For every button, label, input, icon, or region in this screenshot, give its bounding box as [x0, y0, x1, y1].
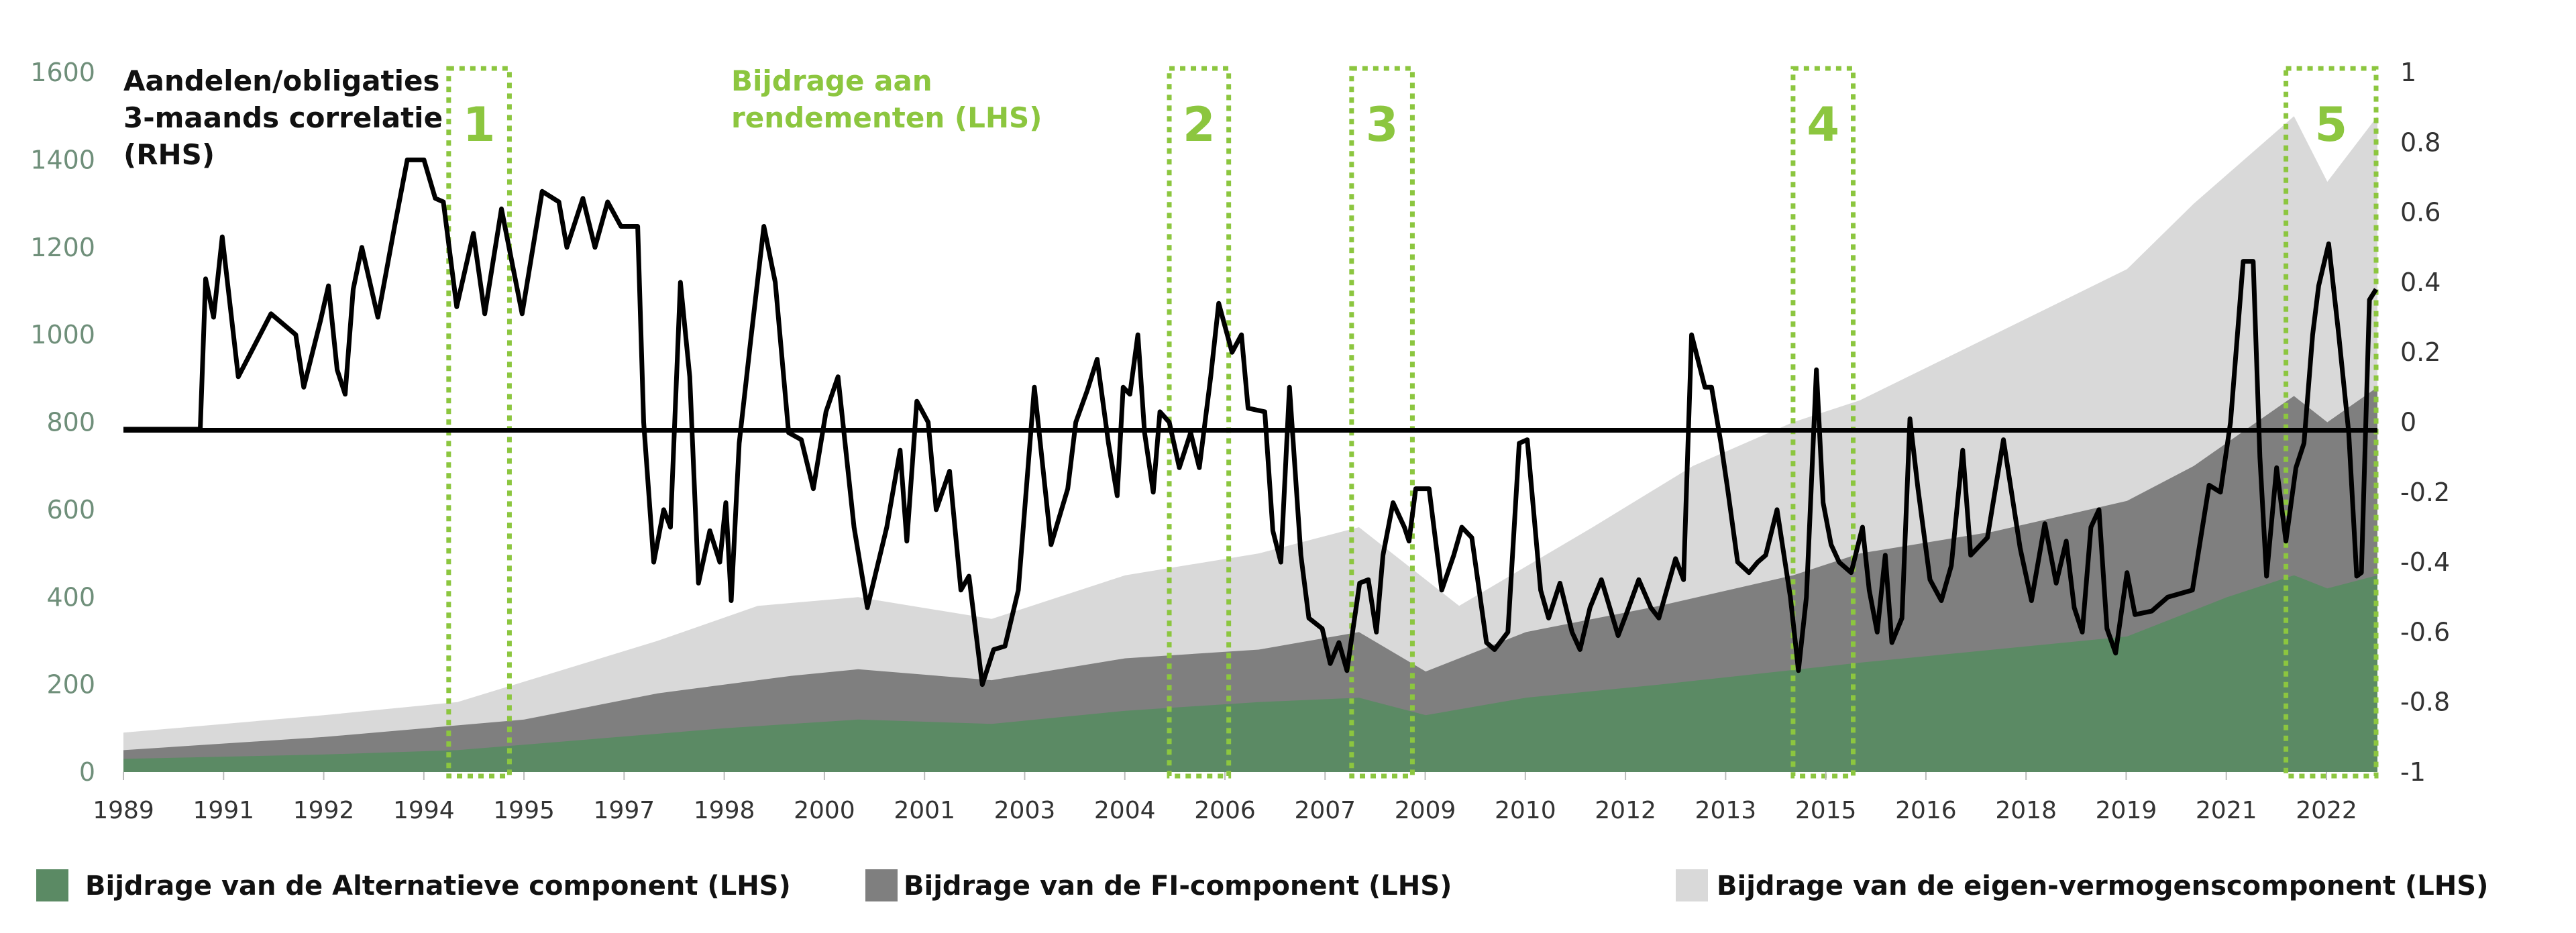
x-tick-label: 2013: [1695, 797, 1757, 824]
legend-label-fi: Bijdrage van de FI-component (LHS): [904, 871, 1452, 901]
legend-swatch-fi: [865, 869, 898, 901]
right-tick-label: 0: [2400, 408, 2416, 437]
left-axis-ticks: 0 200 400 600 800 1000 1200 1400 1600: [30, 58, 95, 787]
x-tick-label: 2015: [1795, 797, 1857, 824]
highlight-label-1: 1: [463, 97, 496, 152]
right-tick-label: 0.8: [2400, 127, 2440, 157]
legend: Bijdrage van de Alternatieve component (…: [36, 869, 2488, 901]
lhs-title-line: rendementen (LHS): [731, 101, 1042, 134]
x-tick-label: 2010: [1495, 797, 1556, 824]
left-tick-label: 1400: [30, 145, 95, 174]
x-tick-label: 2001: [894, 797, 955, 824]
x-tick-label: 2016: [1895, 797, 1957, 824]
stacked-areas: [123, 116, 2377, 772]
left-tick-label: 600: [46, 495, 95, 525]
rhs-title-line: 3-maands correlatie: [123, 101, 443, 134]
right-tick-label: 1: [2400, 58, 2416, 87]
correlation-line: [123, 157, 2378, 688]
right-tick-label: -0.2: [2400, 478, 2450, 507]
highlight-label-4: 4: [1807, 97, 1839, 152]
x-tick-label: 1994: [393, 797, 455, 824]
x-tick-label: 1995: [493, 797, 555, 824]
right-tick-label: 0.2: [2400, 337, 2440, 367]
x-tick-label: 1998: [694, 797, 755, 824]
right-tick-label: 0.4: [2400, 268, 2440, 297]
x-tick-label: 1989: [93, 797, 154, 824]
left-tick-label: 1000: [30, 320, 95, 349]
x-tick-label: 1992: [293, 797, 355, 824]
left-tick-label: 0: [79, 757, 95, 787]
right-axis-ticks: -1 -0.8 -0.6 -0.4 -0.2 0 0.2 0.4 0.6 0.8 1: [2400, 58, 2450, 787]
highlight-box-3: [1349, 66, 1415, 779]
x-tick-label: 1997: [594, 797, 655, 824]
x-tick-label: 2000: [794, 797, 855, 824]
highlight-label-3: 3: [1366, 97, 1399, 152]
highlight-label-2: 2: [1183, 97, 1216, 152]
x-tick-label: 2004: [1094, 797, 1156, 824]
highlight-box-5: [2284, 66, 2379, 779]
right-tick-label: -0.8: [2400, 688, 2450, 717]
highlight-box-2: [1167, 66, 1232, 779]
x-axis-ticks: 1989 1991 1992 1994 1995 1997 1998 2000 2001 2003…: [93, 772, 2357, 824]
highlight-box-1: [446, 66, 512, 779]
legend-swatch-alt: [36, 869, 68, 901]
left-tick-label: 1200: [30, 233, 95, 262]
x-tick-label: 1991: [193, 797, 254, 824]
highlight-boxes: 1 2 3 4 5: [446, 66, 2379, 779]
left-tick-label: 200: [46, 670, 95, 700]
right-tick-label: -0.4: [2400, 547, 2450, 577]
x-tick-label: 2022: [2296, 797, 2357, 824]
left-tick-label: 1600: [30, 58, 95, 87]
right-tick-label: 0.6: [2400, 198, 2440, 227]
lhs-title-line: Bijdrage aan: [731, 64, 932, 97]
rhs-title: Aandelen/obligaties 3-maands correlatie …: [123, 64, 443, 171]
legend-label-alt: Bijdrage van de Alternatieve component (…: [85, 871, 791, 901]
legend-label-eq: Bijdrage van de eigen-vermogenscomponent…: [1717, 871, 2488, 901]
left-tick-label: 400: [46, 582, 95, 612]
area-alt: [123, 575, 2377, 772]
left-tick-label: 800: [46, 408, 95, 437]
rhs-title-line: Aandelen/obligaties: [123, 64, 440, 97]
x-tick-label: 2009: [1395, 797, 1456, 824]
x-tick-label: 2012: [1595, 797, 1656, 824]
x-tick-label: 2021: [2196, 797, 2257, 824]
right-tick-label: -0.6: [2400, 617, 2450, 647]
legend-swatch-eq: [1676, 869, 1708, 901]
highlight-box-4: [1790, 66, 1856, 779]
lhs-title: Bijdrage aan rendementen (LHS): [731, 64, 1042, 134]
x-tick-label: 2003: [994, 797, 1056, 824]
x-tick-label: 2018: [1995, 797, 2057, 824]
highlight-label-5: 5: [2314, 97, 2347, 152]
x-tick-label: 2006: [1194, 797, 1256, 824]
right-tick-label: -1: [2400, 757, 2426, 787]
x-tick-label: 2007: [1294, 797, 1356, 824]
rhs-title-line: (RHS): [123, 138, 215, 171]
x-tick-label: 2019: [2096, 797, 2157, 824]
